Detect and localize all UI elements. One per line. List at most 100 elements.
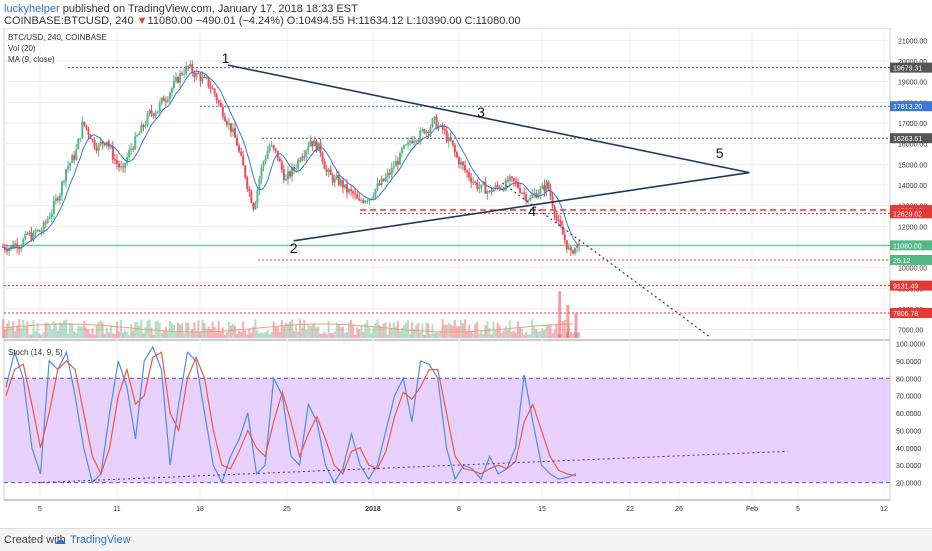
tradingview-brand[interactable]: TradingView [70, 534, 131, 546]
volume-bar [551, 333, 554, 338]
price-tick-label: 10000.00 [898, 266, 927, 273]
x-tick-label: Feb [746, 506, 758, 513]
candle-body [12, 245, 15, 249]
volume-bar [439, 330, 442, 338]
candle-body [451, 140, 454, 146]
volume-label: 26.12 [893, 258, 911, 265]
candle-body [81, 121, 84, 139]
candle-body [459, 161, 462, 165]
volume-bar [402, 324, 405, 338]
volume-bar [250, 332, 253, 338]
volume-bar [274, 326, 277, 338]
volume-bar [345, 332, 348, 338]
volume-bar [223, 334, 226, 338]
volume-bar [203, 322, 206, 338]
volume-bar [531, 319, 534, 338]
candle-body [8, 247, 11, 252]
candle-body [18, 247, 21, 250]
volume-bar [205, 328, 208, 338]
candle-body [221, 106, 224, 117]
candle-body [291, 166, 294, 177]
author-link[interactable]: luckyhelper [4, 3, 60, 15]
volume-bar [313, 322, 316, 338]
volume-bar [372, 327, 375, 338]
candle-body [480, 184, 483, 188]
volume-bar [521, 328, 524, 338]
candle-body [117, 163, 120, 168]
legend: BTC/USD, 240, COINBASE Vol (20) MA (9, c… [8, 33, 107, 357]
volume-bar [54, 323, 57, 338]
candle-body [309, 140, 312, 147]
candle-body [569, 247, 572, 251]
candle-body [288, 171, 291, 177]
volume-bar [236, 333, 239, 338]
stoch-tick-label: 90.0000 [896, 359, 921, 366]
candle-body [260, 166, 263, 180]
candle-body [358, 198, 361, 201]
volume-bar [256, 330, 259, 338]
candle-body [453, 145, 456, 153]
candle-body [455, 152, 458, 158]
published-text: published on TradingView.com, January 17… [62, 3, 358, 15]
candle-body [425, 131, 428, 134]
stoch-tick-label: 40.0000 [896, 446, 921, 453]
candle-body [254, 203, 257, 210]
candle-body [329, 169, 332, 175]
volume-bar [398, 331, 401, 338]
volume-bar [315, 327, 318, 338]
volume-bar [459, 320, 462, 338]
candle-body [354, 193, 357, 195]
candle-body [236, 137, 239, 146]
candle-body [478, 187, 481, 189]
volume-bar [26, 321, 29, 338]
candle-body [26, 233, 29, 235]
volume-bar [156, 320, 159, 338]
price-tick-label: 16000.00 [898, 142, 927, 149]
level-label: 9131.49 [893, 284, 918, 291]
volume-bar [128, 334, 131, 338]
candle-body [16, 243, 19, 248]
volume-bar [319, 333, 322, 338]
candle-body [386, 172, 389, 178]
candle-body [144, 125, 147, 128]
candle-body [195, 72, 198, 78]
volume-bar [148, 319, 151, 338]
candle-body [191, 64, 194, 73]
candle-body [199, 73, 202, 82]
candle-body [317, 142, 320, 151]
candle-body [396, 160, 399, 165]
volume-bar [392, 322, 395, 338]
ohlc-stats: 11080.00 −490.01 (−4.24%) O:10494.55 H:1… [147, 15, 521, 27]
volume-bar [213, 326, 216, 338]
candle-body [120, 166, 123, 168]
legend-ma: MA (9, close) [8, 55, 55, 64]
volume-bar [364, 323, 367, 338]
candle-body [327, 169, 330, 172]
volume-bar [44, 322, 47, 338]
volume-bar [166, 330, 169, 338]
candle-body [496, 185, 499, 187]
candle-body [303, 156, 306, 158]
volume-bar [516, 321, 519, 338]
candle-body [252, 202, 255, 210]
trendline [502, 182, 712, 339]
volume-bar [234, 325, 237, 338]
candle-body [244, 165, 247, 178]
price-tick-label: 17000.00 [898, 121, 927, 128]
wave-annotations: 1 2 3 4 5 [222, 50, 724, 256]
candle-body [311, 140, 314, 147]
volume-bar [1, 319, 4, 338]
candle-body [107, 141, 110, 147]
candle-body [109, 146, 112, 148]
candle-body [234, 128, 237, 138]
candle-body [521, 192, 524, 194]
candle-body [95, 147, 98, 151]
volume-bar [191, 328, 194, 338]
candle-body [457, 157, 460, 165]
volume-bar [252, 326, 255, 338]
volume-bar [539, 331, 542, 338]
candle-body [350, 189, 353, 192]
candle-body [341, 180, 344, 188]
candle-body [488, 190, 491, 192]
